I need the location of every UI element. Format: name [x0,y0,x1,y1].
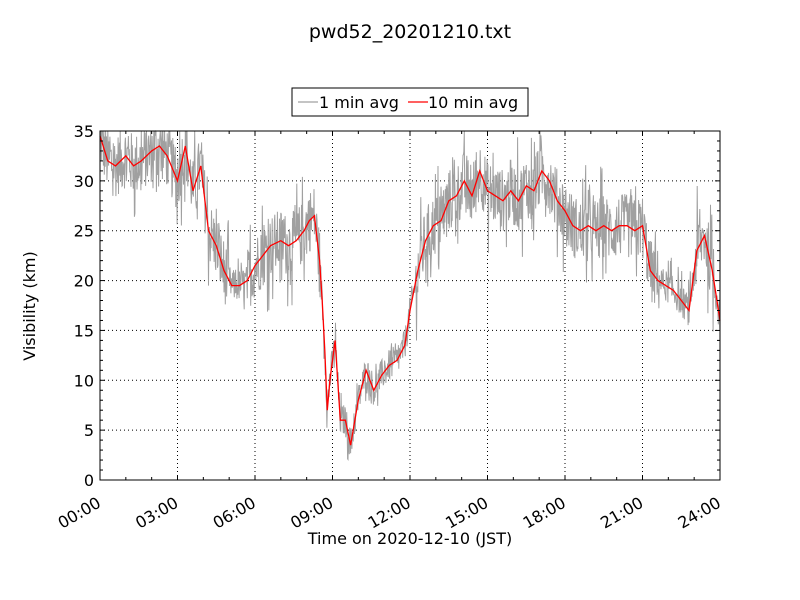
y-tick-label: 10 [74,371,94,390]
grid-lines [100,131,720,480]
y-tick-label: 25 [74,222,94,241]
legend-label-1min: 1 min avg [319,93,399,112]
y-tick-label: 35 [74,122,94,141]
x-tick-label: 18:00 [520,493,569,533]
legend: 1 min avg 10 min avg [291,87,529,117]
series-layer [99,130,721,462]
x-tick-label: 09:00 [287,493,336,533]
x-tick-label: 12:00 [365,493,414,533]
axis-ticks: 00:00 03:00 06:00 09:00 12:00 15:00 18:00 21:00… [55,122,724,533]
legend-label-10min: 10 min avg [428,93,518,112]
x-tick-label: 15:00 [442,493,491,533]
x-tick-label: 24:00 [675,493,724,533]
x-tick-label: 21:00 [597,493,646,533]
x-axis-label: Time on 2020-12-10 (JST) [307,529,512,548]
x-tick-label: 06:00 [210,493,259,533]
x-tick-label: 00:00 [55,493,104,533]
x-tick-label: 03:00 [132,493,181,533]
chart-title: pwd52_20201210.txt [309,21,511,43]
series-line-10min-avg [99,135,721,446]
y-tick-label: 30 [74,172,94,191]
y-tick-label: 0 [84,471,94,490]
y-tick-label: 15 [74,321,94,340]
y-axis-label: Visibility (km) [20,251,39,360]
y-tick-label: 20 [74,272,94,291]
y-tick-label: 5 [84,421,94,440]
legend-box [291,87,529,117]
